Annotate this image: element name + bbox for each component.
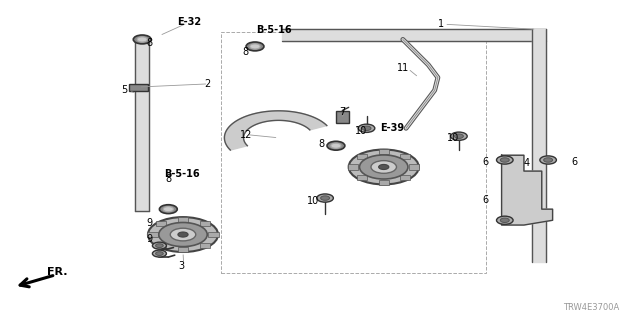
Circle shape: [497, 216, 513, 224]
Circle shape: [317, 194, 333, 202]
Circle shape: [454, 134, 463, 139]
Text: 10: 10: [355, 126, 367, 136]
Circle shape: [321, 196, 330, 200]
Text: 8: 8: [243, 47, 248, 57]
Circle shape: [178, 232, 188, 237]
Text: 11: 11: [396, 63, 409, 73]
Bar: [209, 232, 219, 237]
Bar: [221, 32, 486, 273]
Text: B-5-16: B-5-16: [256, 25, 292, 35]
Bar: [129, 84, 148, 91]
Circle shape: [170, 228, 196, 241]
Circle shape: [246, 42, 264, 51]
Text: E-32: E-32: [177, 17, 201, 27]
Text: TRW4E3700A: TRW4E3700A: [563, 303, 620, 312]
Bar: [336, 110, 349, 123]
Bar: [156, 221, 166, 226]
Text: 8: 8: [319, 139, 325, 149]
Circle shape: [540, 156, 556, 164]
Circle shape: [250, 44, 260, 49]
Circle shape: [371, 161, 396, 173]
Circle shape: [159, 205, 177, 214]
Bar: [156, 243, 166, 248]
Circle shape: [543, 158, 552, 162]
Text: 9: 9: [147, 219, 153, 228]
Bar: [357, 154, 367, 159]
Circle shape: [163, 207, 173, 212]
Bar: [348, 164, 358, 170]
Bar: [178, 217, 188, 222]
Text: 5: 5: [121, 85, 127, 95]
Circle shape: [156, 252, 163, 255]
Text: 8: 8: [147, 38, 153, 48]
Bar: [400, 175, 410, 180]
Text: 6: 6: [572, 156, 578, 167]
Circle shape: [137, 37, 147, 42]
Bar: [200, 221, 210, 226]
Circle shape: [360, 155, 408, 179]
Text: 7: 7: [339, 108, 346, 117]
Circle shape: [362, 126, 371, 131]
Bar: [147, 232, 157, 237]
Text: 6: 6: [483, 195, 488, 205]
Circle shape: [500, 158, 509, 162]
Text: FR.: FR.: [47, 267, 68, 277]
Circle shape: [152, 242, 166, 249]
Text: B-5-16: B-5-16: [164, 169, 200, 179]
Circle shape: [156, 244, 163, 248]
Bar: [409, 164, 419, 170]
Circle shape: [327, 141, 345, 150]
Polygon shape: [225, 111, 327, 150]
Circle shape: [451, 132, 467, 140]
Text: 6: 6: [483, 156, 488, 167]
Bar: [357, 175, 367, 180]
Circle shape: [358, 124, 375, 132]
Circle shape: [159, 222, 207, 247]
Bar: [379, 180, 389, 185]
Bar: [178, 247, 188, 252]
Circle shape: [331, 143, 341, 148]
Polygon shape: [502, 155, 552, 225]
Bar: [200, 243, 210, 248]
Text: 10: 10: [307, 196, 319, 206]
Text: 9: 9: [147, 234, 153, 244]
Text: 10: 10: [447, 133, 460, 143]
Circle shape: [379, 164, 389, 170]
Text: 8: 8: [166, 174, 172, 184]
Bar: [400, 154, 410, 159]
Circle shape: [133, 35, 151, 44]
Text: 3: 3: [179, 261, 185, 271]
Text: 12: 12: [241, 130, 253, 140]
Circle shape: [500, 218, 509, 222]
Circle shape: [497, 156, 513, 164]
Bar: [379, 149, 389, 154]
Circle shape: [349, 149, 419, 184]
Circle shape: [152, 250, 166, 257]
Circle shape: [148, 217, 218, 252]
Text: 4: 4: [524, 158, 530, 168]
Text: 1: 1: [438, 19, 444, 28]
Text: E-39: E-39: [381, 123, 404, 133]
Text: 2: 2: [204, 79, 211, 89]
